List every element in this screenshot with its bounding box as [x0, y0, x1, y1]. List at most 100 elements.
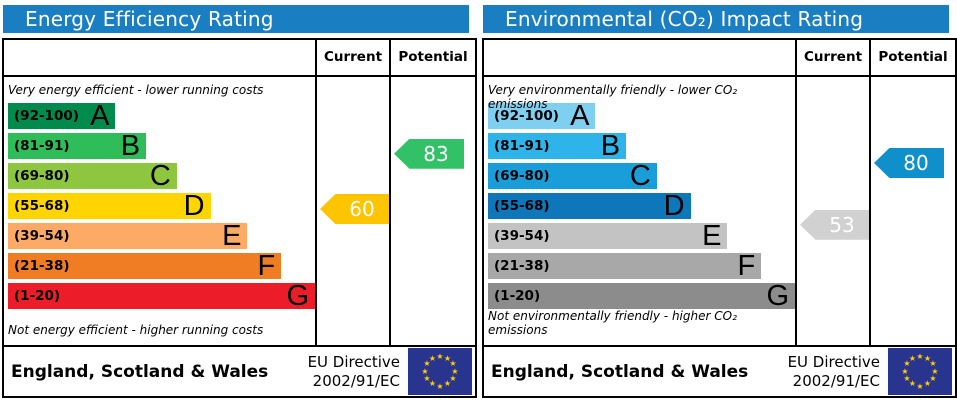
band-letter: G	[766, 280, 789, 312]
eu-star-icon: ★	[929, 374, 937, 383]
co2-eu-directive-label: EU Directive 2002/91/EC	[788, 353, 888, 391]
energy-panel-title: Energy Efficiency Rating	[3, 5, 469, 33]
band-f: (21-38) F	[8, 250, 282, 282]
band-letter: E	[702, 220, 722, 252]
band-letter: C	[149, 160, 171, 192]
eu-star-icon: ★	[436, 351, 444, 361]
co2-potential-column: 80	[869, 77, 955, 345]
band-f: (21-38) F	[488, 250, 762, 282]
co2-table-body: Very environmentally friendly - lower CO…	[484, 77, 955, 345]
band-g: (1-20) G	[488, 280, 795, 312]
energy-top-caption: Very energy efficient - lower running co…	[8, 83, 264, 97]
band-e: (39-54) E	[488, 220, 728, 252]
energy-bands-header-spacer	[4, 40, 315, 75]
panel-co2-impact: Environmental (CO₂) Impact Rating Curren…	[482, 0, 957, 398]
band-letter: E	[222, 220, 242, 252]
co2-table-footer: England, Scotland & Wales EU Directive 2…	[484, 345, 955, 396]
energy-current-header: Current	[315, 40, 389, 75]
eu-star-icon: ★	[923, 353, 932, 363]
co2-eu-directive-line1: EU Directive	[787, 352, 880, 371]
energy-bands: (92-100) A (81-91) B (69-80) C (55-68) D (39-54)…	[8, 100, 315, 312]
eu-star-icon: ★	[443, 353, 452, 363]
eu-star-icon: ★	[449, 374, 457, 383]
co2-top-caption: Very environmentally friendly - lower CO…	[488, 83, 738, 111]
co2-bands-area: Very environmentally friendly - lower CO…	[484, 77, 795, 345]
band-letter: G	[286, 280, 309, 312]
band-range-label: (39-54)	[14, 228, 70, 244]
energy-potential-header: Potential	[389, 40, 475, 75]
eu-star-icon: ★	[929, 359, 937, 368]
band-range-label: (69-80)	[14, 168, 70, 184]
energy-table-body: Very energy efficient - lower running co…	[4, 77, 475, 345]
panel-energy-efficiency: Energy Efficiency Rating Current Potenti…	[2, 0, 477, 398]
energy-potential-column: 83	[389, 77, 475, 345]
co2-current-column: 53	[795, 77, 870, 345]
energy-rating-table: Current Potential Very energy efficient …	[2, 38, 477, 398]
co2-bottom-caption: Not environmentally friendly - higher CO…	[488, 309, 737, 337]
band-range-label: (92-100)	[494, 108, 559, 124]
band-letter: D	[663, 190, 685, 222]
eu-star-icon: ★	[903, 374, 911, 383]
band-range-label: (81-91)	[494, 138, 550, 154]
co2-panel-title: Environmental (CO₂) Impact Rating	[483, 5, 949, 33]
eu-star-icon: ★	[901, 366, 909, 376]
band-c: (69-80) C	[8, 160, 177, 192]
eu-star-icon: ★	[436, 381, 444, 391]
band-g: (1-20) G	[8, 280, 315, 312]
energy-table-header: Current Potential	[4, 40, 475, 77]
co2-eu-directive-line2: 2002/91/EC	[792, 371, 880, 390]
band-letter: F	[257, 250, 276, 282]
eu-star-icon: ★	[903, 359, 911, 368]
energy-table-footer: England, Scotland & Wales EU Directive 2…	[4, 345, 475, 396]
band-c: (69-80) C	[488, 160, 657, 192]
band-d: (55-68) D	[488, 190, 691, 222]
band-letter: B	[120, 130, 141, 162]
co2-bands-header-spacer	[484, 40, 795, 75]
energy-region-label: England, Scotland & Wales	[11, 361, 269, 382]
co2-table-header: Current Potential	[484, 40, 955, 77]
energy-eu-directive-line2: 2002/91/EC	[312, 371, 400, 390]
eu-star-icon: ★	[449, 359, 457, 368]
eu-star-icon: ★	[428, 353, 437, 363]
eu-star-icon: ★	[931, 366, 939, 376]
co2-current-rating-arrow: 53	[800, 209, 870, 240]
eu-flag-icon: ★ ★ ★ ★ ★ ★ ★ ★ ★ ★ ★ ★	[408, 348, 472, 395]
band-range-label: (39-54)	[494, 228, 550, 244]
eu-star-icon: ★	[423, 374, 431, 383]
band-letter: F	[737, 250, 756, 282]
band-e: (39-54) E	[8, 220, 248, 252]
band-letter: C	[629, 160, 651, 192]
band-range-label: (55-68)	[494, 198, 550, 214]
energy-current-rating-arrow: 60	[320, 194, 390, 224]
band-letter: B	[600, 130, 621, 162]
eu-star-icon: ★	[451, 366, 459, 376]
band-a: (92-100) A	[8, 100, 116, 132]
co2-potential-header: Potential	[869, 40, 955, 75]
co2-bands: (92-100) A (81-91) B (69-80) C (55-68) D (39-54)…	[488, 102, 795, 312]
band-range-label: (1-20)	[494, 288, 541, 304]
energy-potential-rating-arrow: 83	[394, 138, 464, 169]
eu-star-icon: ★	[421, 366, 429, 376]
energy-bottom-caption: Not energy efficient - higher running co…	[8, 323, 264, 337]
eu-star-icon: ★	[428, 379, 437, 389]
band-range-label: (92-100)	[14, 108, 79, 124]
co2-region-label: England, Scotland & Wales	[491, 361, 749, 382]
energy-eu-directive-label: EU Directive 2002/91/EC	[308, 353, 408, 391]
band-range-label: (21-38)	[14, 258, 70, 274]
eu-star-icon: ★	[916, 351, 924, 361]
band-range-label: (1-20)	[14, 288, 61, 304]
co2-rating-table: Current Potential Very environmentally f…	[482, 38, 957, 398]
co2-potential-rating-arrow: 80	[874, 148, 944, 178]
eu-flag-icon: ★ ★ ★ ★ ★ ★ ★ ★ ★ ★ ★ ★	[888, 348, 952, 395]
eu-star-icon: ★	[916, 381, 924, 391]
band-range-label: (21-38)	[494, 258, 550, 274]
eu-star-icon: ★	[908, 353, 917, 363]
band-b: (81-91) B	[8, 130, 147, 162]
band-range-label: (69-80)	[494, 168, 550, 184]
band-range-label: (81-91)	[14, 138, 70, 154]
band-letter: A	[90, 100, 110, 132]
band-b: (81-91) B	[488, 130, 627, 162]
band-d: (55-68) D	[8, 192, 211, 221]
eu-star-icon: ★	[423, 359, 431, 368]
